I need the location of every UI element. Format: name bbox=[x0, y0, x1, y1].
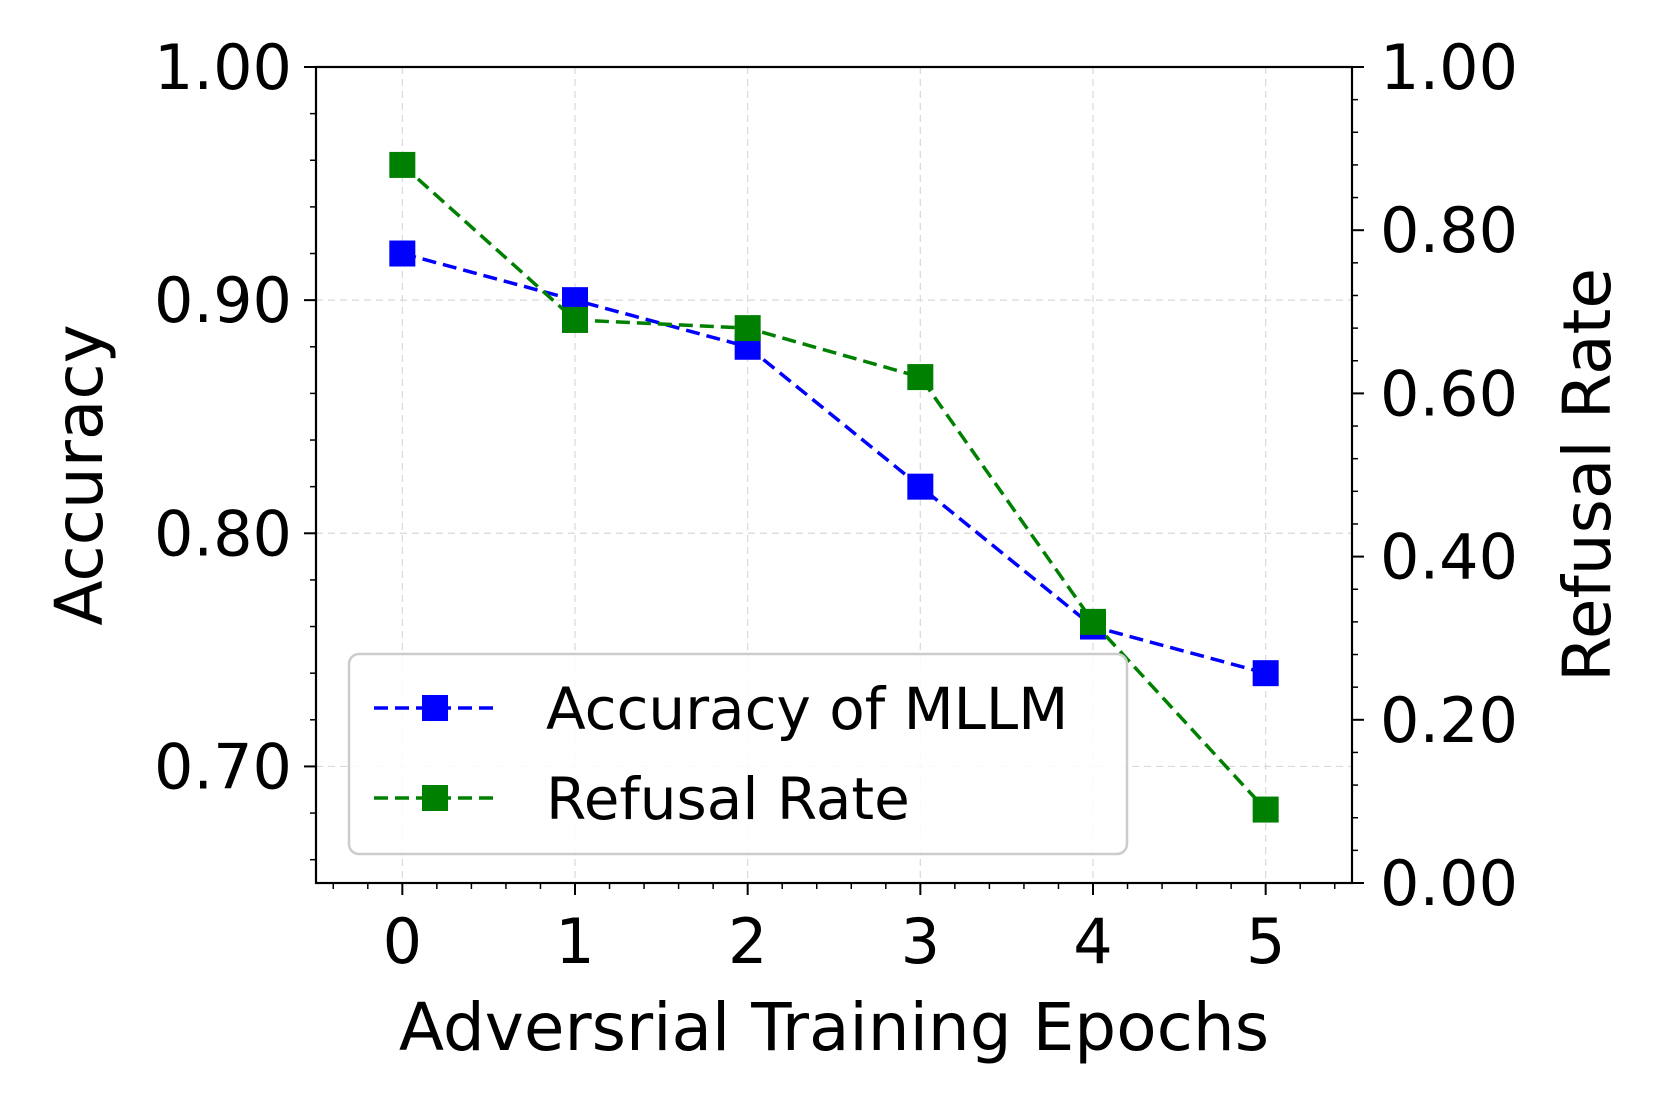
y-left-tick-label: 1.00 bbox=[154, 31, 292, 104]
y-left-tick-label: 0.90 bbox=[154, 264, 292, 337]
series-marker-accuracy-of-mllm bbox=[1252, 660, 1279, 687]
series-marker-refusal-rate bbox=[734, 315, 761, 342]
legend-marker-accuracy-of-mllm bbox=[422, 695, 448, 721]
series-marker-refusal-rate bbox=[1252, 796, 1279, 823]
series-marker-refusal-rate bbox=[907, 364, 934, 391]
labels-layer: Adversrial Training Epochs Accuracy Refu… bbox=[41, 268, 1626, 1066]
y-left-tick-label: 0.70 bbox=[154, 730, 292, 803]
x-axis-label: Adversrial Training Epochs bbox=[399, 989, 1269, 1066]
y-axis-right-label: Refusal Rate bbox=[1549, 268, 1626, 682]
ticks-layer: 0 1 2 3 4 5 0.70 0.80 0.90 1.00 0.00 0.20 0.40 0.60 0.… bbox=[154, 31, 1518, 978]
series-marker-accuracy-of-mllm bbox=[389, 240, 416, 267]
x-tick-label: 4 bbox=[1073, 905, 1112, 978]
legend-marker-refusal-rate bbox=[422, 785, 448, 811]
y-left-tick-label: 0.80 bbox=[154, 497, 292, 570]
y-right-tick-label: 0.20 bbox=[1380, 684, 1518, 757]
y-right-tick-label: 0.60 bbox=[1380, 357, 1518, 430]
y-right-tick-label: 0.80 bbox=[1380, 194, 1518, 267]
x-tick-label: 5 bbox=[1246, 905, 1285, 978]
y-axis-left-label: Accuracy bbox=[41, 324, 118, 625]
x-tick-label: 2 bbox=[728, 905, 767, 978]
plot-frame bbox=[314, 65, 1354, 885]
series-line-accuracy-of-mllm bbox=[401, 251, 1267, 675]
legend-label-refusal-rate: Refusal Rate bbox=[546, 765, 910, 833]
legend: Accuracy of MLLM Refusal Rate bbox=[347, 652, 1129, 856]
y-right-tick-label: 0.40 bbox=[1380, 521, 1518, 594]
legend-label-accuracy-of-mllm: Accuracy of MLLM bbox=[546, 675, 1068, 743]
series-marker-refusal-rate bbox=[562, 306, 588, 333]
y-right-tick-label: 0.00 bbox=[1380, 847, 1518, 920]
series-marker-accuracy-of-mllm bbox=[907, 473, 934, 500]
series-layer bbox=[389, 151, 1279, 823]
legend-box bbox=[347, 652, 1129, 856]
x-tick-label: 1 bbox=[555, 905, 594, 978]
series-line-refusal-rate bbox=[401, 163, 1267, 811]
y-right-tick-label: 1.00 bbox=[1380, 31, 1518, 104]
series-marker-refusal-rate bbox=[1080, 608, 1106, 635]
series-marker-refusal-rate bbox=[389, 151, 416, 178]
x-tick-label: 3 bbox=[901, 905, 940, 978]
legend-entries: Accuracy of MLLM Refusal Rate bbox=[374, 675, 1068, 833]
x-tick-label: 0 bbox=[383, 905, 422, 978]
